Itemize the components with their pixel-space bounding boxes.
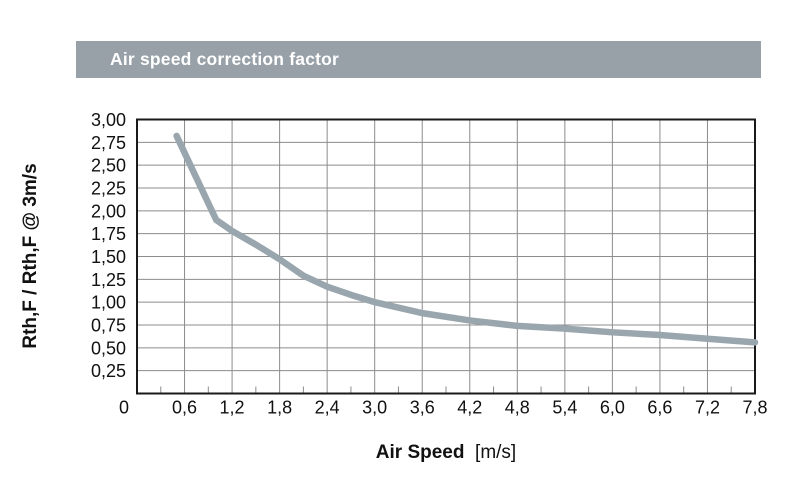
x-axis-title-text: Air Speed (375, 442, 465, 463)
y-tick-label: 2,50 (91, 156, 126, 176)
y-tick-label: 2,00 (91, 201, 126, 221)
chart-title-bar: Air speed correction factor (76, 41, 761, 78)
x-axis-title-unit: [m/s] (475, 442, 517, 463)
y-tick-label: 0,25 (91, 361, 126, 381)
plot-border (136, 118, 756, 395)
y-tick-label: 3,00 (91, 110, 126, 130)
x-tick-label: 7,8 (742, 398, 767, 418)
x-tick-label: 0,6 (172, 398, 197, 418)
y-tick-label: 0,75 (91, 316, 126, 336)
correction-factor-curve (173, 132, 759, 346)
y-tick-label: 1,00 (91, 293, 126, 313)
x-axis-title: Air Speed [m/s] (137, 442, 755, 464)
x-tick-label: 5,4 (552, 398, 577, 418)
x-tick-label: 0 (119, 398, 129, 418)
x-tick-label: 4,8 (505, 398, 530, 418)
x-tick-label: 3,0 (362, 398, 387, 418)
y-tick-label: 0,50 (91, 338, 126, 358)
chart-title: Air speed correction factor (110, 49, 340, 69)
y-tick-label: 2,75 (91, 133, 126, 153)
x-tick-label: 6,6 (647, 398, 672, 418)
x-tick-label: 2,4 (315, 398, 340, 418)
x-tick-label: 1,2 (220, 398, 245, 418)
x-tick-label: 6,0 (600, 398, 625, 418)
x-tick-label: 4,2 (457, 398, 482, 418)
y-tick-label: 1,50 (91, 247, 126, 267)
y-tick-label: 2,25 (91, 179, 126, 199)
y-tick-label: 1,25 (91, 270, 126, 290)
x-tick-label: 1,8 (267, 398, 292, 418)
x-tick-label: 7,2 (695, 398, 720, 418)
x-tick-label: 3,6 (410, 398, 435, 418)
y-tick-label: 1,75 (91, 224, 126, 244)
